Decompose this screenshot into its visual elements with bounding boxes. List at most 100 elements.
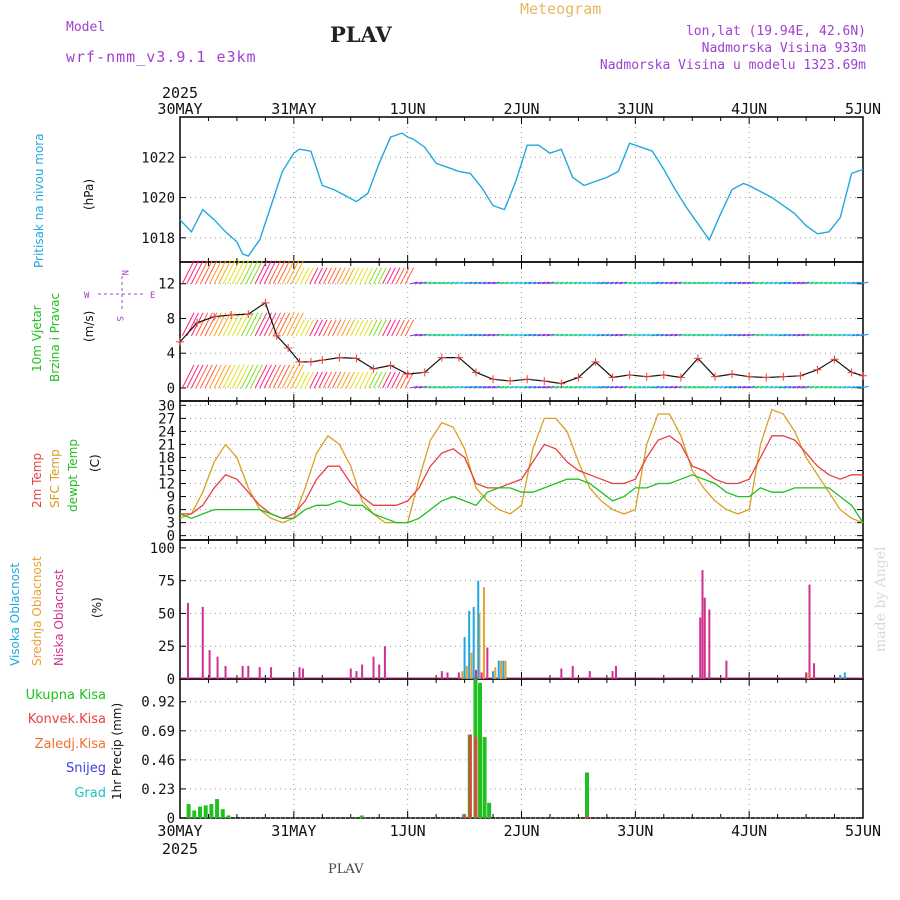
sfc-temp-axis-label: SFC Temp <box>48 449 62 508</box>
wind-barb <box>432 281 441 285</box>
wind-barb <box>578 281 587 285</box>
wind-barb <box>783 385 792 389</box>
wind-barb <box>637 385 646 389</box>
y-tick-label: 0.69 <box>141 724 175 740</box>
wind-barb <box>437 281 446 285</box>
wind-barb <box>623 385 632 389</box>
wind-barb <box>395 319 405 337</box>
wind-barb <box>728 281 737 285</box>
wind-barb <box>209 260 222 284</box>
wind-barb <box>428 385 437 389</box>
cloud-bar <box>224 665 227 679</box>
wind-barb <box>359 267 369 284</box>
wind-barb <box>400 319 410 337</box>
cloud-bar <box>725 660 728 679</box>
wind-barb <box>291 260 304 284</box>
wind-barb <box>318 319 328 337</box>
cloud-bar <box>805 672 808 679</box>
wind-barb <box>482 333 491 337</box>
wind-barb <box>195 364 209 389</box>
wind-barb <box>236 260 250 284</box>
wind-barb <box>733 333 742 337</box>
wind-barb <box>514 333 523 337</box>
wind-barb <box>218 364 231 389</box>
wind-barb <box>363 267 374 284</box>
wind-barb <box>336 319 346 337</box>
wind-barb <box>642 385 651 389</box>
wind-barb <box>801 281 810 285</box>
wind-gust-marker <box>261 298 270 307</box>
cloud-bar <box>808 584 811 679</box>
wind-barb <box>683 281 692 285</box>
wind-barb <box>760 281 769 285</box>
wind-barb <box>382 371 392 389</box>
wind-barb <box>341 319 351 337</box>
wind-barb <box>432 333 441 337</box>
wind-barb <box>295 319 305 337</box>
precip-bar <box>197 806 202 818</box>
wind-barb <box>304 267 314 284</box>
wind-barb <box>500 281 509 285</box>
wind-barb <box>250 312 263 337</box>
wind-barb <box>300 371 310 389</box>
cloud-bar <box>478 613 481 679</box>
wind-barb <box>404 267 415 284</box>
wind-gust-marker <box>859 371 867 380</box>
wind-barb <box>778 281 787 285</box>
wind-barb <box>231 312 245 337</box>
wind-barb <box>646 333 655 337</box>
wind-barb <box>437 385 446 389</box>
wind-barb <box>327 371 337 389</box>
wind-barb <box>313 371 323 389</box>
y-tick-label: 0.46 <box>141 753 175 769</box>
wind-barb <box>500 333 509 337</box>
wind-barb <box>437 333 446 337</box>
wind-barb <box>632 333 641 337</box>
wind-barb <box>423 281 432 285</box>
wind-gust-marker <box>659 370 668 379</box>
precip-bar <box>226 815 231 818</box>
wind-barb <box>582 281 591 285</box>
cloud-bar <box>372 656 375 679</box>
wind-barb <box>523 281 532 285</box>
wind-gust-marker <box>779 372 788 381</box>
wind-barb <box>391 371 401 389</box>
wind-barb <box>792 385 801 389</box>
wind-barb <box>222 312 236 337</box>
wind-barb <box>683 333 692 337</box>
wind-barb <box>655 385 664 389</box>
wind-gust-marker <box>847 368 856 377</box>
wind-barb <box>837 281 846 285</box>
wind-gust-marker <box>762 373 771 382</box>
wind-barb <box>441 385 450 389</box>
wind-gust-marker <box>591 357 600 366</box>
wind-barb <box>746 333 755 337</box>
wind-barb <box>560 281 569 285</box>
wind-barb <box>254 364 268 389</box>
precip-bar <box>482 737 487 818</box>
wind-barb <box>277 364 291 389</box>
wind-barb <box>523 333 532 337</box>
wind-barb <box>801 385 810 389</box>
cloud-bar <box>470 652 473 679</box>
wind-barb <box>851 385 860 389</box>
wind-barb <box>582 333 591 337</box>
wind-barb <box>796 385 805 389</box>
precip-bar <box>203 805 208 818</box>
wind-barb <box>391 319 401 337</box>
wind-barb <box>404 371 415 389</box>
cloud-bar <box>497 660 500 679</box>
x-tick-label-bottom: 30MAY <box>157 822 202 840</box>
wind-barb <box>851 333 860 337</box>
wind-barb <box>286 364 300 389</box>
wind-barb <box>250 260 263 284</box>
wind-barb <box>482 281 491 285</box>
wind-barb <box>769 281 778 285</box>
wind-barb <box>268 364 282 389</box>
wind-gust-marker <box>272 331 281 340</box>
x-tick-label-bottom: 31MAY <box>271 822 316 840</box>
wind-barb <box>441 333 450 337</box>
wind-barb <box>459 385 468 389</box>
wind-barb <box>774 281 783 285</box>
wind-barb <box>774 385 783 389</box>
